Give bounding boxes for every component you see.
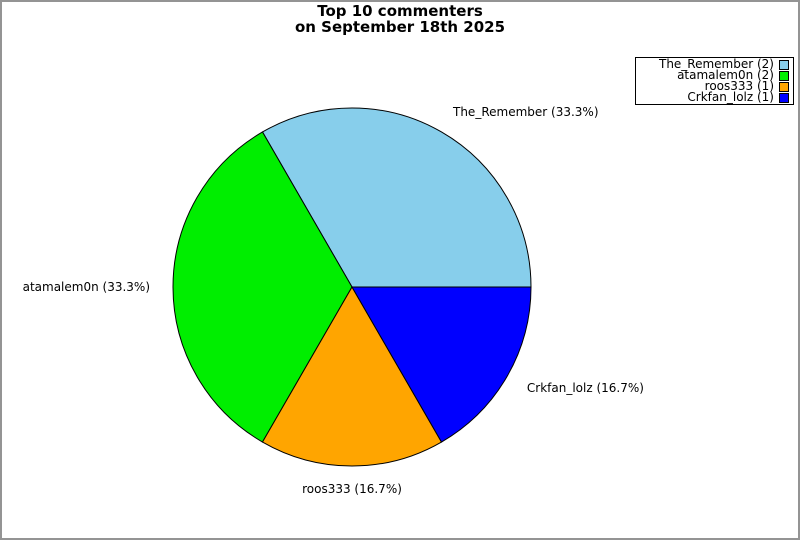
legend-label-Crkfan_lolz: Crkfan_lolz (1) (687, 90, 774, 104)
chart-title-line1: Top 10 commenters (317, 2, 483, 20)
legend-swatch-Crkfan_lolz (779, 92, 789, 103)
legend-row-atamalem0n: atamalem0n (2) (640, 68, 789, 82)
legend-swatch-The_Remember (779, 59, 789, 70)
chart-title-line2: on September 18th 2025 (294, 18, 506, 36)
legend-label-roos333: roos333 (1) (704, 79, 774, 93)
pie-slice-The_Remember (261, 107, 532, 288)
pie-slice-Crkfan_lolz (351, 286, 532, 443)
legend-swatch-atamalem0n (779, 70, 789, 81)
legend-row-roos333: roos333 (1) (640, 79, 789, 93)
legend-row-Crkfan_lolz: Crkfan_lolz (1) (640, 90, 789, 104)
legend: The_Remember (2) atamalem0n (2) roos333 (1… (635, 57, 794, 105)
legend-swatch-roos333 (779, 81, 789, 92)
chart-title: Top 10 commenters on September 18th 2025 (2, 3, 798, 35)
pie-slice-roos333 (261, 285, 443, 467)
legend-label-The_Remember: The_Remember (2) (658, 57, 774, 71)
legend-row-The_Remember: The_Remember (2) (640, 57, 789, 71)
legend-label-atamalem0n: atamalem0n (2) (677, 68, 774, 82)
